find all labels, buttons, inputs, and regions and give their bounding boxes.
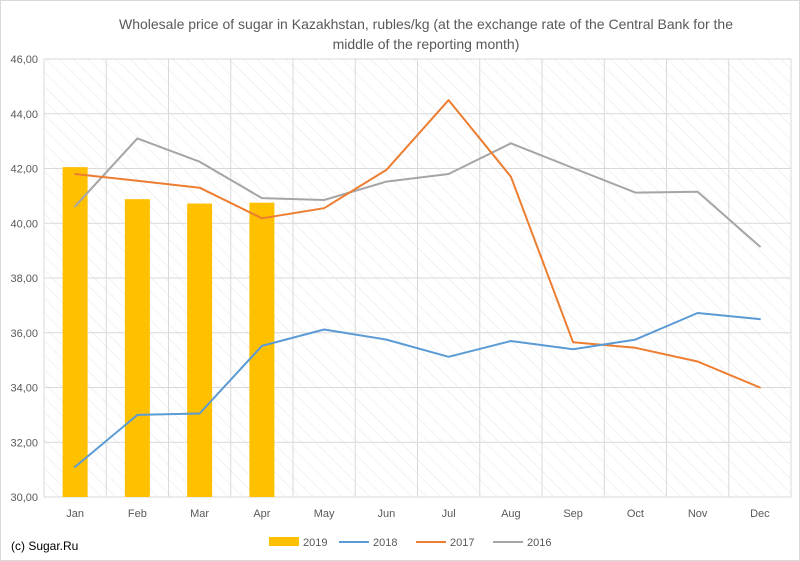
legend-swatch-2019 [269,537,299,546]
bar-2019-feb[interactable] [124,199,150,497]
series-line-2018[interactable] [74,312,761,468]
x-tick-label: Dec [750,508,770,520]
y-tick-label: 38,00 [10,273,38,285]
bar-2019-apr[interactable] [249,202,275,497]
legend-label-2018: 2018 [373,537,397,549]
bar-2019-mar[interactable] [187,203,213,498]
x-tick-label: Jun [378,508,396,520]
x-tick-label: Sep [563,508,583,520]
x-tick-label: Oct [627,508,644,520]
x-tick-label: Jul [442,508,456,520]
legend-label-2017: 2017 [450,537,474,549]
y-tick-label: 40,00 [10,218,38,230]
y-tick-label: 30,00 [10,492,38,504]
y-tick-label: 34,00 [10,383,38,395]
bar-2019-jan[interactable] [62,167,88,497]
x-tick-label: Feb [128,508,147,520]
x-tick-label: Jan [66,508,84,520]
y-tick-label: 42,00 [10,164,38,176]
y-tick-label: 44,00 [10,109,38,121]
y-tick-label: 32,00 [10,437,38,449]
x-tick-label: Apr [253,508,270,520]
legend-label-2019: 2019 [303,537,327,549]
series-line-2016[interactable] [74,137,761,248]
series-line-2017[interactable] [74,99,761,389]
x-tick-label: Aug [501,508,521,520]
x-tick-label: Mar [190,508,209,520]
y-tick-label: 36,00 [10,328,38,340]
legend-label-2016: 2016 [527,537,551,549]
chart-title: Wholesale price of sugar in Kazakhstan, … [118,16,733,52]
copyright-text: (c) Sugar.Ru [11,539,79,553]
x-tick-label: Nov [688,508,708,520]
x-tick-label: May [314,508,335,520]
y-tick-label: 46,00 [10,54,38,66]
